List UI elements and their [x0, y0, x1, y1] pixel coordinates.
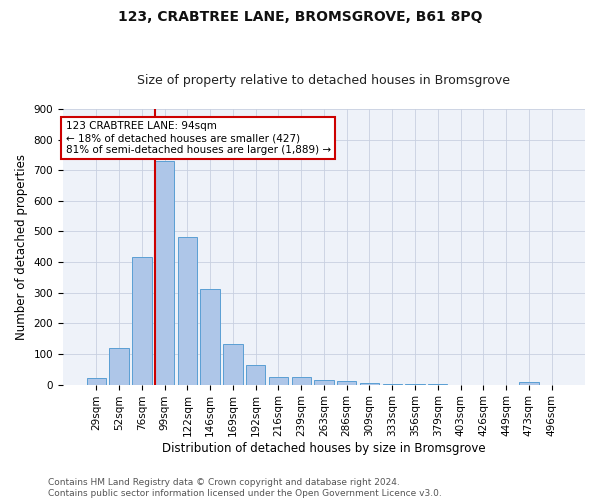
Title: Size of property relative to detached houses in Bromsgrove: Size of property relative to detached ho…	[137, 74, 511, 87]
Bar	[132, 256, 152, 384]
Y-axis label: Number of detached properties: Number of detached properties	[15, 154, 28, 340]
Bar	[86, 378, 106, 384]
Bar	[223, 344, 242, 385]
Text: Contains HM Land Registry data © Crown copyright and database right 2024.
Contai: Contains HM Land Registry data © Crown c…	[48, 478, 442, 498]
Bar	[314, 380, 334, 384]
Bar	[337, 381, 356, 384]
Bar	[519, 382, 539, 384]
Bar	[246, 364, 265, 384]
Bar	[269, 376, 288, 384]
Bar	[292, 377, 311, 384]
Text: 123, CRABTREE LANE, BROMSGROVE, B61 8PQ: 123, CRABTREE LANE, BROMSGROVE, B61 8PQ	[118, 10, 482, 24]
Bar	[200, 289, 220, 384]
Bar	[155, 161, 174, 384]
Bar	[109, 348, 129, 385]
X-axis label: Distribution of detached houses by size in Bromsgrove: Distribution of detached houses by size …	[162, 442, 486, 455]
Bar	[178, 236, 197, 384]
Bar	[360, 383, 379, 384]
Text: 123 CRABTREE LANE: 94sqm
← 18% of detached houses are smaller (427)
81% of semi-: 123 CRABTREE LANE: 94sqm ← 18% of detach…	[65, 122, 331, 154]
